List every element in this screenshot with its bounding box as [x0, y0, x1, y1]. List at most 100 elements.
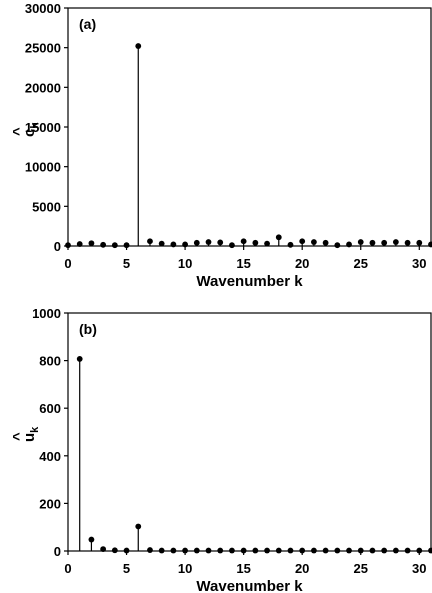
stem-marker [369, 547, 376, 554]
stem-marker [264, 240, 270, 247]
y-tick-label: 400 [39, 449, 61, 464]
x-axis-label: Wavenumber k [196, 578, 303, 593]
stem-marker [111, 242, 118, 249]
stem-marker [229, 242, 235, 249]
plot-frame [67, 312, 432, 552]
x-tick-label: 20 [295, 561, 309, 576]
y-tick-label: 15000 [25, 120, 61, 135]
stem-marker [392, 239, 399, 245]
stem-marker [299, 547, 306, 554]
x-tick-label: 15 [236, 256, 250, 271]
y-axis-label-hat: ^ [10, 432, 27, 441]
stem-marker [311, 547, 317, 554]
stem-marker [381, 547, 388, 554]
stem-marker [428, 547, 432, 554]
x-axis-label: Wavenumber k [196, 273, 303, 290]
y-tick-label: 20000 [25, 80, 61, 95]
chart-panel-b: 0 200 400 600 800 1000 0 5 10 15 20 25 30 Wavenumber … [10, 306, 432, 593]
stem-marker [334, 547, 341, 554]
x-tick-label: 5 [123, 256, 130, 271]
stem-marker [392, 547, 399, 554]
stem-marker [346, 241, 352, 248]
x-tick-label: 0 [64, 561, 71, 576]
stem-marker [369, 239, 376, 246]
y-tick-label: 600 [39, 401, 61, 416]
stem-marker [229, 547, 235, 554]
stem-marker [217, 239, 224, 246]
stem-marker [135, 43, 142, 49]
stem-marker [252, 239, 259, 246]
stem-marker [404, 239, 411, 246]
stem-marker [322, 547, 329, 554]
stem-marker [416, 547, 423, 554]
stem-marker [158, 240, 165, 247]
y-tick-label: 30000 [25, 1, 61, 16]
x-tick-label: 10 [178, 561, 192, 576]
stem-marker [182, 241, 188, 248]
stem-marker [100, 546, 107, 552]
x-tick-label: 10 [178, 256, 192, 271]
stem-marker [193, 547, 200, 554]
x-tick-label: 5 [123, 561, 130, 576]
x-tick-label: 25 [354, 256, 368, 271]
x-tick-label: 0 [64, 256, 71, 271]
stem-marker [252, 547, 259, 554]
stem-marker [147, 547, 153, 553]
stem-marker [322, 239, 329, 246]
x-tick-label: 15 [236, 561, 250, 576]
x-tick-label: 30 [412, 561, 426, 576]
stem-marker [182, 547, 188, 554]
stem-marker [123, 242, 130, 249]
stem-marker [404, 547, 411, 554]
chart-panel-a: 0 5000 10000 15000 20000 25000 30000 0 5 10 15 20 25… [10, 1, 432, 290]
panel-label: (b) [79, 321, 97, 337]
stem-marker [240, 238, 247, 245]
y-tick-label: 0 [54, 544, 61, 559]
stem-marker [76, 356, 83, 362]
stem-marker [357, 239, 364, 245]
y-tick-label: 10000 [25, 160, 61, 175]
stem-marker [287, 547, 294, 554]
stem-marker [264, 547, 270, 554]
stem-marker [65, 242, 71, 249]
stem-marker [299, 238, 306, 245]
plot-frame [67, 7, 432, 247]
y-axis-label-hat: ^ [10, 127, 27, 136]
stem-marker [240, 547, 247, 554]
stem-marker [88, 536, 95, 543]
x-tick-label: 25 [354, 561, 368, 576]
stem-marker [88, 240, 95, 247]
stem-marker [205, 239, 212, 245]
stem-marker [357, 547, 364, 554]
y-tick-label: 800 [39, 354, 61, 369]
stem-marker [135, 523, 142, 530]
y-tick-label: 1000 [32, 306, 61, 321]
stem-marker [287, 241, 294, 248]
stem-marker [217, 547, 224, 554]
stem-marker [123, 547, 130, 554]
stem-marker [334, 242, 341, 249]
y-axis-label: ck [21, 122, 41, 137]
stem-marker [76, 241, 83, 247]
x-tick-label: 30 [412, 256, 426, 271]
stem-marker [158, 547, 165, 554]
stem-marker [147, 238, 153, 245]
panel-label: (a) [79, 16, 96, 32]
stem-marker [100, 241, 107, 248]
y-tick-label: 5000 [32, 199, 61, 214]
stem-marker [193, 239, 200, 246]
stem-marker [428, 241, 432, 248]
y-axis-label: uk [21, 426, 41, 442]
x-tick-label: 20 [295, 256, 309, 271]
stem-marker [205, 547, 212, 554]
stem-marker [170, 547, 177, 554]
stem-marker [311, 239, 317, 245]
y-tick-label: 0 [54, 239, 61, 254]
stem-marker [416, 239, 423, 246]
y-tick-label: 200 [39, 496, 61, 511]
stem-marker [346, 547, 352, 554]
stem-marker [381, 239, 388, 246]
y-tick-label: 25000 [25, 41, 61, 56]
stem-marker [275, 234, 282, 241]
